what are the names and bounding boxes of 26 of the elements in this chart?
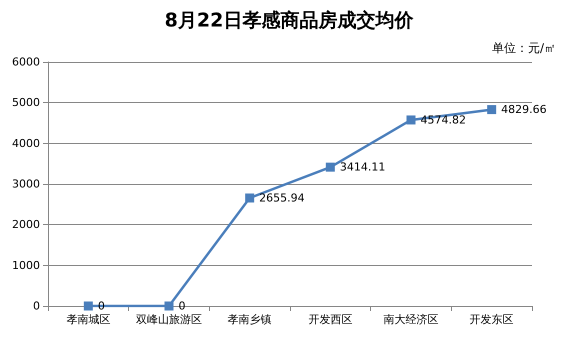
point — [84, 302, 93, 310]
chart-title: 8月22日孝感商品房成交均价 — [164, 10, 414, 32]
x-tick-label: 开发东区 — [470, 313, 514, 326]
y-tick-label: 6000 — [12, 56, 40, 68]
x-tick-label: 孝南乡镇 — [228, 313, 272, 326]
data-label: 4829.66 — [501, 103, 547, 116]
data-label: 0 — [178, 300, 186, 312]
y-tick-label: 0 — [33, 300, 40, 312]
point — [406, 115, 416, 124]
point — [245, 193, 254, 202]
data-label: 2655.94 — [259, 191, 305, 204]
y-tick-label: 4000 — [12, 136, 40, 150]
x-tick-label: 双峰山旅游区 — [136, 313, 202, 326]
x-tick-label: 开发西区 — [308, 313, 352, 326]
y-tick-label: 5000 — [12, 96, 40, 110]
y-tick-label: 3000 — [12, 178, 40, 190]
y-tick-label: 1000 — [12, 258, 40, 272]
y-tick-label: 2000 — [12, 218, 40, 232]
data-label: 4574.82 — [420, 113, 466, 126]
point — [326, 162, 335, 172]
text: 单位：元/㎡ — [492, 41, 556, 55]
x-tick-label: 孝南城区 — [66, 313, 110, 326]
x-tick-label: 南大经济区 — [384, 313, 438, 326]
point — [487, 105, 496, 114]
data-label: 3414.11 — [340, 160, 386, 174]
point — [164, 302, 174, 310]
